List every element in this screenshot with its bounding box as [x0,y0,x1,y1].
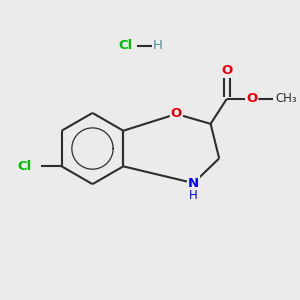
Text: N: N [188,177,199,190]
Text: H: H [153,39,163,52]
Text: CH₃: CH₃ [275,92,297,105]
Text: O: O [246,92,257,105]
Text: O: O [221,64,232,77]
Text: O: O [171,107,182,121]
Text: H: H [189,189,198,202]
Text: Cl: Cl [118,39,133,52]
Text: Cl: Cl [17,160,32,173]
